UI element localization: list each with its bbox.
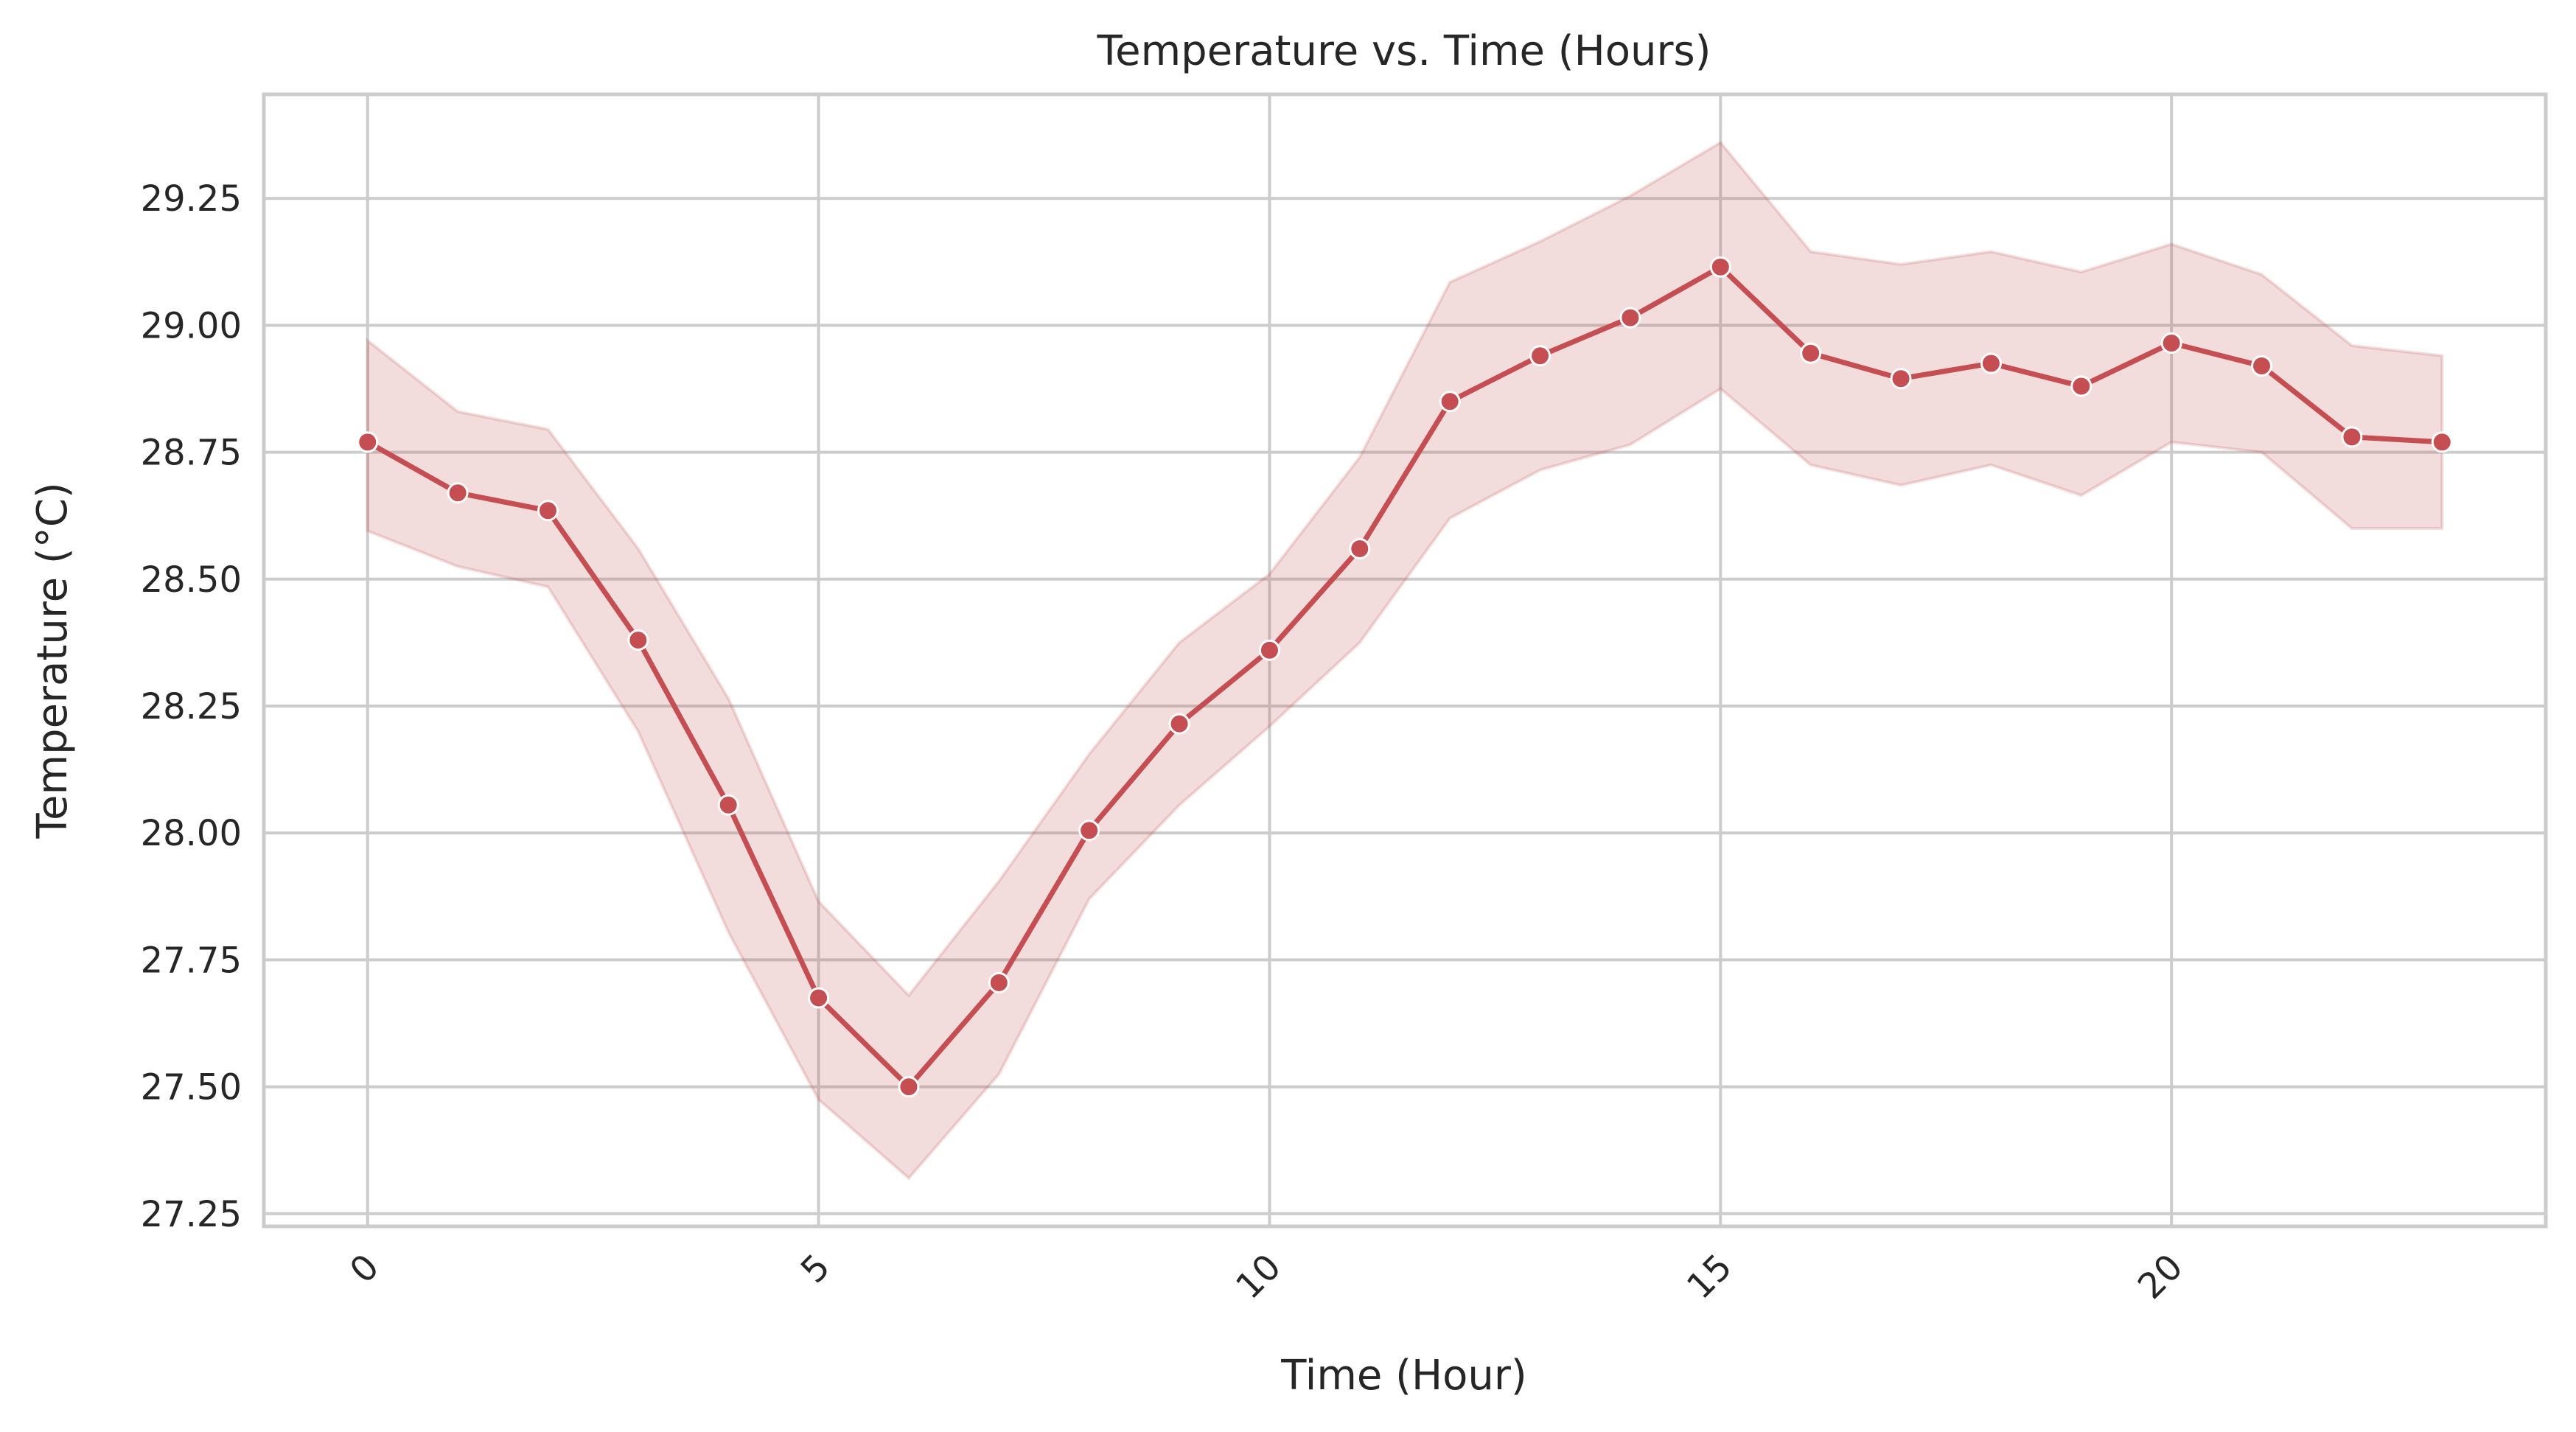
data-point bbox=[2251, 355, 2273, 377]
y-tick-label: 27.25 bbox=[141, 1194, 242, 1235]
grid-lines bbox=[264, 94, 2546, 1226]
data-point bbox=[717, 794, 739, 816]
y-tick-label: 29.25 bbox=[141, 178, 242, 220]
data-point bbox=[1709, 256, 1731, 278]
data-point bbox=[1619, 307, 1641, 329]
data-point bbox=[2160, 332, 2182, 354]
data-point bbox=[1529, 345, 1551, 367]
x-tick-label: 10 bbox=[1228, 1246, 1289, 1307]
x-tick-label: 0 bbox=[342, 1246, 387, 1291]
data-point bbox=[447, 482, 469, 504]
data-point bbox=[1258, 639, 1280, 661]
data-point bbox=[808, 987, 830, 1009]
x-tick-label: 15 bbox=[1679, 1246, 1740, 1307]
y-tick-label: 29.00 bbox=[141, 305, 242, 346]
x-tick-label: 20 bbox=[2130, 1246, 2191, 1307]
x-axis-label: Time (Hour) bbox=[1280, 1352, 1526, 1400]
data-point bbox=[988, 971, 1010, 993]
data-point bbox=[537, 500, 559, 522]
y-tick-labels: 27.25 27.50 27.75 28.00 28.25 28.50 28.75 29.00… bbox=[141, 178, 242, 1235]
y-axis-label: Temperature (°C) bbox=[29, 482, 77, 839]
data-point bbox=[1980, 352, 2002, 374]
data-point bbox=[1439, 391, 1461, 413]
data-points bbox=[357, 256, 2453, 1098]
series-line bbox=[366, 264, 2443, 1090]
confidence-band bbox=[366, 140, 2444, 1181]
x-tick-label: 5 bbox=[793, 1246, 838, 1291]
data-point bbox=[1168, 713, 1190, 735]
data-point bbox=[357, 431, 379, 453]
data-point bbox=[1800, 342, 1822, 364]
y-tick-label: 28.00 bbox=[141, 813, 242, 854]
data-point bbox=[1078, 820, 1100, 842]
data-point bbox=[1890, 368, 1912, 390]
data-point bbox=[2070, 375, 2092, 397]
y-tick-label: 27.75 bbox=[141, 940, 242, 981]
x-tick-labels: 0 5 10 15 20 bbox=[342, 1246, 2191, 1307]
data-point bbox=[2341, 426, 2363, 448]
chart-title: Temperature vs. Time (Hours) bbox=[1096, 27, 1711, 75]
data-point bbox=[898, 1076, 920, 1098]
y-tick-label: 27.50 bbox=[141, 1067, 242, 1108]
plot-frame bbox=[262, 92, 2548, 1229]
y-tick-label: 28.50 bbox=[141, 559, 242, 601]
y-tick-label: 28.75 bbox=[141, 433, 242, 474]
y-tick-label: 28.25 bbox=[141, 686, 242, 727]
data-point bbox=[627, 629, 649, 651]
data-point bbox=[2431, 431, 2453, 453]
data-point bbox=[1349, 537, 1371, 559]
